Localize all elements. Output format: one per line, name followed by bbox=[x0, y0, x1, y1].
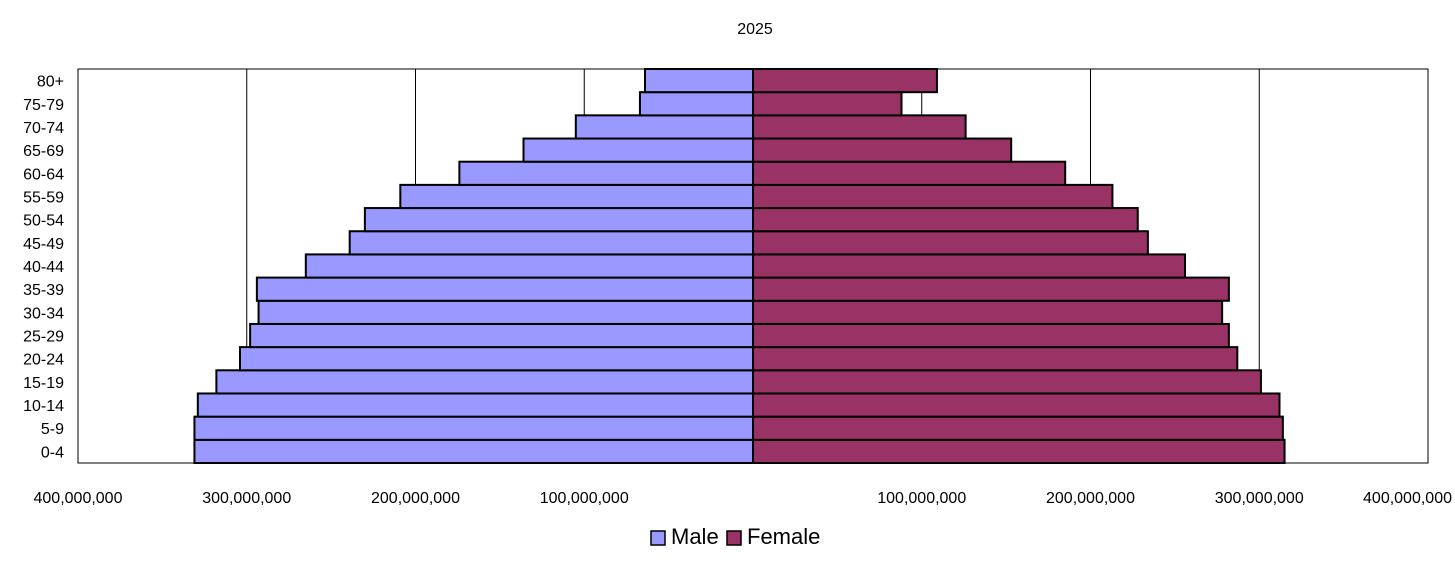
bar-male-70-74 bbox=[574, 114, 754, 140]
legend-swatch-female bbox=[726, 530, 742, 546]
x-axis-labels: 400,000,000 300,000,000 200,000,000 100,000… bbox=[34, 490, 1453, 507]
bar-male-15-19 bbox=[215, 369, 754, 395]
y-tick-label: 10-14 bbox=[23, 398, 64, 415]
legend-label-male: Male bbox=[671, 524, 719, 549]
bar-female-55-59 bbox=[752, 183, 1114, 210]
bar-female-75-79 bbox=[752, 91, 903, 117]
y-tick-label: 0-4 bbox=[41, 444, 64, 461]
x-tick-label: 100,000,000 bbox=[877, 490, 966, 507]
bar-male-5-9 bbox=[193, 415, 754, 441]
x-tick-label: 200,000,000 bbox=[371, 490, 460, 507]
bar-male-75-79 bbox=[638, 91, 754, 117]
legend-label-female: Female bbox=[747, 524, 820, 549]
x-tick-label: 400,000,000 bbox=[34, 490, 123, 507]
bar-female-20-24 bbox=[752, 346, 1239, 372]
plot-area-border bbox=[77, 68, 1429, 464]
bar-female-30-34 bbox=[752, 299, 1224, 325]
bar-male-65-69 bbox=[522, 137, 754, 163]
y-tick-label: 40-44 bbox=[23, 259, 64, 276]
bar-male-20-24 bbox=[239, 346, 754, 372]
x-tick-label: 400,000,000 bbox=[1363, 490, 1452, 507]
bar-male-10-14 bbox=[196, 392, 754, 418]
legend-swatch-male bbox=[650, 530, 666, 546]
bar-female-50-54 bbox=[752, 207, 1139, 233]
y-tick-label: 80+ bbox=[37, 74, 64, 91]
y-tick-label: 15-19 bbox=[23, 375, 64, 392]
bar-female-10-14 bbox=[752, 392, 1281, 418]
y-tick-label: 25-29 bbox=[23, 329, 64, 346]
x-tick-label: 300,000,000 bbox=[202, 490, 291, 507]
y-tick-label: 35-39 bbox=[23, 282, 64, 299]
bar-female-65-69 bbox=[752, 137, 1013, 163]
bar-female-60-64 bbox=[752, 160, 1067, 186]
y-tick-label: 30-34 bbox=[23, 305, 64, 322]
bar-male-55-59 bbox=[399, 183, 754, 210]
bar-male-30-34 bbox=[257, 299, 754, 325]
x-tick-label: 200,000,000 bbox=[1046, 490, 1135, 507]
chart-title: 2025 bbox=[737, 21, 773, 38]
bar-female-15-19 bbox=[752, 369, 1262, 395]
x-tick-label: 300,000,000 bbox=[1215, 490, 1304, 507]
bar-male-35-39 bbox=[255, 276, 754, 302]
bar-male-25-29 bbox=[249, 322, 754, 349]
bar-male-80+ bbox=[644, 68, 754, 94]
bar-female-25-29 bbox=[752, 322, 1230, 349]
bars bbox=[193, 68, 1286, 464]
y-tick-label: 65-69 bbox=[23, 143, 64, 160]
x-tick-label: 100,000,000 bbox=[540, 490, 629, 507]
bar-female-0-4 bbox=[752, 438, 1286, 464]
y-tick-label: 75-79 bbox=[23, 97, 64, 114]
bar-male-50-54 bbox=[363, 207, 754, 233]
legend: Male Female bbox=[650, 524, 820, 549]
y-axis-labels: 0-4 5-9 10-14 15-19 20-24 25-29 30-34 35-39 40-4… bbox=[23, 74, 64, 462]
bar-female-5-9 bbox=[752, 415, 1284, 441]
bar-male-0-4 bbox=[193, 438, 754, 464]
bar-female-35-39 bbox=[752, 276, 1230, 302]
bar-female-45-49 bbox=[752, 230, 1149, 256]
bar-female-70-74 bbox=[752, 114, 967, 140]
bar-male-45-49 bbox=[348, 230, 754, 256]
bar-female-40-44 bbox=[752, 253, 1186, 279]
bar-male-60-64 bbox=[458, 160, 754, 186]
y-tick-label: 60-64 bbox=[23, 166, 64, 183]
y-tick-label: 45-49 bbox=[23, 236, 64, 253]
bar-male-40-44 bbox=[304, 253, 754, 279]
y-tick-label: 20-24 bbox=[23, 352, 64, 369]
y-tick-label: 50-54 bbox=[23, 213, 64, 230]
y-tick-label: 5-9 bbox=[41, 421, 64, 438]
y-tick-label: 55-59 bbox=[23, 189, 64, 206]
y-tick-label: 70-74 bbox=[23, 120, 64, 137]
bar-female-80+ bbox=[752, 68, 938, 94]
